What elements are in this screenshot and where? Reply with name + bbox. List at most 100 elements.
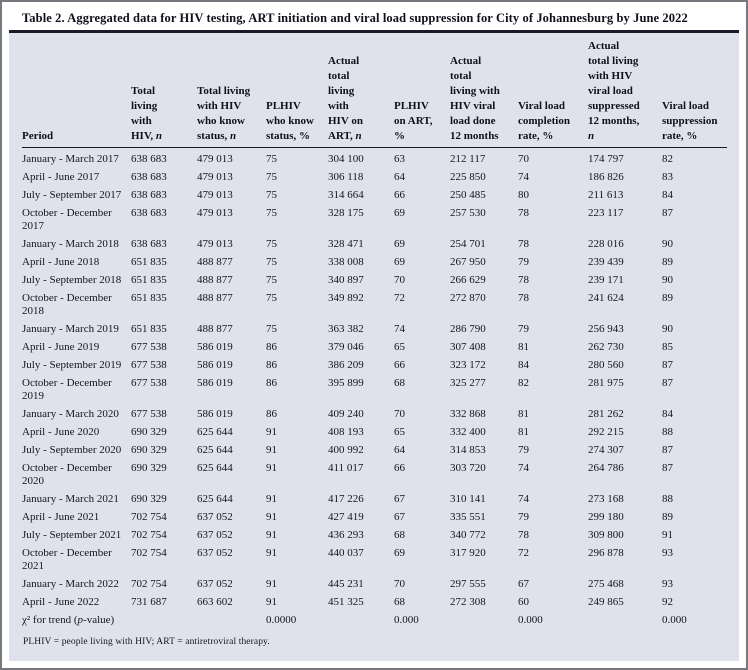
value-cell: 702 754 <box>131 511 167 523</box>
period-cell: July - September 2020 <box>22 444 122 456</box>
column-header-vl-suppression-rate: Viral load suppression rate, % <box>662 39 727 148</box>
value-cell: 90 <box>662 274 673 286</box>
value-cell: 78 <box>518 207 529 219</box>
value-cell: 81 <box>518 341 529 353</box>
value-cell: 338 008 <box>328 256 364 268</box>
column-header-total-living-with-hiv: Total living with HIV, n <box>131 39 197 148</box>
value-cell: 638 683 <box>131 171 167 183</box>
table-body: January - March 2017 638 683 479 013 75 304 … <box>22 148 727 630</box>
value-cell: 67 <box>518 578 529 590</box>
value-cell: 74 <box>518 493 529 505</box>
value-cell: 586 019 <box>197 408 233 420</box>
value-cell: 340 897 <box>328 274 364 286</box>
table-row: July - September 2017 638 683 479 013 75 314… <box>22 187 727 205</box>
value-cell: 66 <box>394 462 405 474</box>
value-cell: 280 560 <box>588 359 624 371</box>
value-cell: 479 013 <box>197 189 233 201</box>
value-cell: 85 <box>662 341 673 353</box>
value-cell: 625 644 <box>197 426 233 438</box>
value-cell: 309 800 <box>588 529 624 541</box>
table-row: January - March 2020 677 538 586 019 86 409 … <box>22 406 727 424</box>
value-cell: 239 171 <box>588 274 624 286</box>
value-cell: 299 180 <box>588 511 624 523</box>
value-cell: 702 754 <box>131 578 167 590</box>
value-cell: 257 530 <box>450 207 486 219</box>
value-cell: 586 019 <box>197 377 233 389</box>
value-cell: 70 <box>518 153 529 165</box>
value-cell: 479 013 <box>197 238 233 250</box>
value-cell: 91 <box>266 426 277 438</box>
value-cell: 91 <box>266 493 277 505</box>
value-cell: 90 <box>662 238 673 250</box>
value-cell: 0.000 <box>518 614 543 626</box>
value-cell: 86 <box>266 408 277 420</box>
table-row: April - June 2018 651 835 488 877 75 338 008… <box>22 254 727 272</box>
value-cell: 637 052 <box>197 511 233 523</box>
value-cell: 91 <box>266 444 277 456</box>
value-cell: 82 <box>662 153 673 165</box>
value-cell: 328 175 <box>328 207 364 219</box>
value-cell: 64 <box>394 444 405 456</box>
value-cell: 296 878 <box>588 547 624 559</box>
table-row: July - September 2020 690 329 625 644 91 400… <box>22 442 727 460</box>
value-cell: 74 <box>394 323 405 335</box>
value-cell: 638 683 <box>131 238 167 250</box>
period-cell: October - December 2019 <box>22 377 112 402</box>
value-cell: 363 382 <box>328 323 364 335</box>
chi-square-trend-row: χ² for trend (p-value) 0.0000 0.000 0.000 0.… <box>22 612 727 630</box>
table-row: January - March 2022 702 754 637 052 91 445 … <box>22 576 727 594</box>
value-cell: 74 <box>518 171 529 183</box>
value-cell: 81 <box>518 426 529 438</box>
value-cell: 267 950 <box>450 256 486 268</box>
value-cell: 286 790 <box>450 323 486 335</box>
value-cell: 436 293 <box>328 529 364 541</box>
value-cell: 212 117 <box>450 153 486 165</box>
value-cell: 690 329 <box>131 493 167 505</box>
value-cell: 637 052 <box>197 547 233 559</box>
value-cell: 625 644 <box>197 444 233 456</box>
value-cell: 272 870 <box>450 292 486 304</box>
column-header-actual-total-vl-done: Actual total living with HIV viral load done… <box>450 39 518 148</box>
value-cell: 488 877 <box>197 274 233 286</box>
period-cell: July - September 2019 <box>22 359 122 371</box>
value-cell <box>131 612 197 630</box>
value-cell: 637 052 <box>197 529 233 541</box>
table-row: October - December 2020 690 329 625 644 91 4… <box>22 460 727 491</box>
value-cell: 211 613 <box>588 189 624 201</box>
value-cell: 91 <box>266 511 277 523</box>
value-cell: 0.000 <box>394 614 419 626</box>
value-cell: 63 <box>394 153 405 165</box>
value-cell: 78 <box>518 529 529 541</box>
value-cell: 67 <box>394 511 405 523</box>
value-cell: 89 <box>662 292 673 304</box>
value-cell: 69 <box>394 256 405 268</box>
value-cell: 281 975 <box>588 377 624 389</box>
value-cell: 75 <box>266 153 277 165</box>
value-cell: 256 943 <box>588 323 624 335</box>
column-header-actual-total-on-art: Actual total living with HIV on ART, n <box>328 39 394 148</box>
value-cell: 663 602 <box>197 596 233 608</box>
value-cell <box>197 612 266 630</box>
value-cell: 91 <box>266 462 277 474</box>
value-cell: 625 644 <box>197 462 233 474</box>
value-cell: 68 <box>394 596 405 608</box>
value-cell: 297 555 <box>450 578 486 590</box>
value-cell: 304 100 <box>328 153 364 165</box>
table-row: October - December 2017 638 683 479 013 75 3… <box>22 205 727 236</box>
value-cell: 87 <box>662 444 673 456</box>
table-row: October - December 2021 702 754 637 052 91 4… <box>22 545 727 576</box>
value-cell: 66 <box>394 359 405 371</box>
period-cell: October - December 2020 <box>22 462 112 487</box>
value-cell <box>588 612 662 630</box>
value-cell <box>450 612 518 630</box>
value-cell: 651 835 <box>131 323 167 335</box>
value-cell: 79 <box>518 256 529 268</box>
value-cell: 411 017 <box>328 462 364 474</box>
period-cell: April - June 2018 <box>22 256 100 268</box>
value-cell: 79 <box>518 323 529 335</box>
value-cell: 677 538 <box>131 377 167 389</box>
value-cell: 440 037 <box>328 547 364 559</box>
value-cell: 488 877 <box>197 256 233 268</box>
value-cell: 340 772 <box>450 529 486 541</box>
value-cell: 690 329 <box>131 444 167 456</box>
